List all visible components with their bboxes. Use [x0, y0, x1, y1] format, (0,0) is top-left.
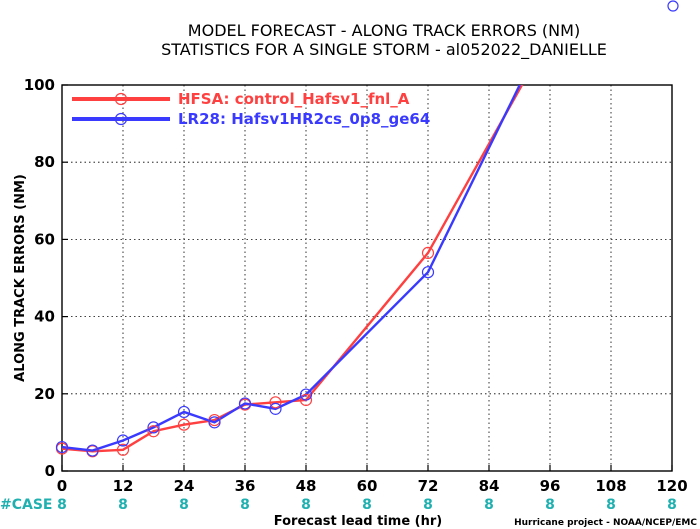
- y-tick-label: 60: [34, 230, 55, 248]
- case-count: 8: [545, 497, 555, 513]
- y-tick-label: 40: [34, 308, 55, 326]
- case-count: 8: [362, 497, 372, 513]
- case-count: 8: [606, 497, 616, 513]
- x-axis-title: Forecast lead time (hr): [274, 514, 442, 529]
- series-2-point: [86, 444, 99, 457]
- series-2-point: [177, 405, 191, 419]
- series-layer: [55, 85, 524, 458]
- series-2-point: [116, 434, 130, 447]
- x-tick-label: 48: [296, 477, 317, 495]
- plot-frame: [61, 84, 673, 472]
- case-count: 8: [667, 497, 677, 513]
- series-1-point: [299, 393, 313, 407]
- x-tick-label: 60: [357, 477, 378, 495]
- x-tick-label: 96: [540, 477, 561, 495]
- series-1-point: [116, 443, 130, 456]
- legend: HFSA: control_Hafsv1_fnl_A LR28: Hafsv1HR…: [72, 90, 430, 128]
- case-count: 8: [484, 497, 494, 513]
- x-tick-label: 108: [595, 477, 626, 495]
- chart-title-group: MODEL FORECAST - ALONG TRACK ERRORS (NM)…: [161, 21, 607, 60]
- series-1-point: [177, 418, 191, 431]
- case-row-label: #CASE: [0, 497, 53, 513]
- offscale-marker: [667, 0, 679, 12]
- case-count: 8: [423, 497, 433, 513]
- legend-label-2: LR28: Hafsv1HR2cs_0p8_ge64: [178, 110, 430, 128]
- case-count: 8: [301, 497, 311, 513]
- case-count: 8: [179, 497, 189, 513]
- case-count: 8: [240, 497, 250, 513]
- x-tick-label: 0: [57, 477, 67, 495]
- series-2-point: [238, 397, 252, 410]
- x-tick-label: 72: [418, 477, 439, 495]
- series-1-point: [147, 425, 160, 438]
- tick-layer: 0 12 24 36 48 60 72 84 96 108 120 0 20 40 60 80 100: [24, 76, 688, 495]
- y-axis-title: ALONG TRACK ERRORS (NM): [13, 174, 28, 382]
- legend-marker-2: [114, 112, 128, 126]
- y-tick-label: 0: [45, 462, 55, 480]
- series-1-point: [421, 246, 435, 260]
- x-tick-label: 120: [656, 477, 687, 495]
- legend-marker-1: [114, 92, 128, 106]
- series-line-1: [62, 85, 524, 453]
- legend-label-1: HFSA: control_Hafsv1_fnl_A: [178, 90, 410, 108]
- chart-title: MODEL FORECAST - ALONG TRACK ERRORS (NM): [188, 21, 580, 40]
- series-2-point: [269, 402, 282, 415]
- x-tick-label: 36: [235, 477, 256, 495]
- x-tick-label: 12: [113, 477, 134, 495]
- grid: [62, 85, 672, 471]
- series-2-point: [208, 416, 221, 429]
- y-tick-label: 80: [34, 153, 55, 171]
- x-tick-label: 84: [479, 477, 500, 495]
- series-2-point: [55, 440, 69, 454]
- series-2-point: [421, 266, 435, 279]
- series-1-point: [269, 396, 282, 409]
- x-tick-label: 24: [174, 477, 195, 495]
- series-2-point: [147, 421, 160, 434]
- y-tick-label: 100: [24, 76, 55, 94]
- series-line-2: [62, 85, 522, 452]
- credit-text: Hurricane project - NOAA/NCEP/EMC: [514, 518, 697, 528]
- chart-subtitle: STATISTICS FOR A SINGLE STORM - al052022…: [161, 40, 607, 60]
- case-count: 8: [57, 497, 67, 513]
- case-count: 8: [118, 497, 128, 513]
- y-tick-label: 20: [34, 385, 55, 403]
- series-lines: [62, 85, 524, 453]
- series-2-point: [299, 388, 313, 401]
- case-counts: 8 8 8 8 8 8 8 8 8 8 8: [57, 497, 677, 513]
